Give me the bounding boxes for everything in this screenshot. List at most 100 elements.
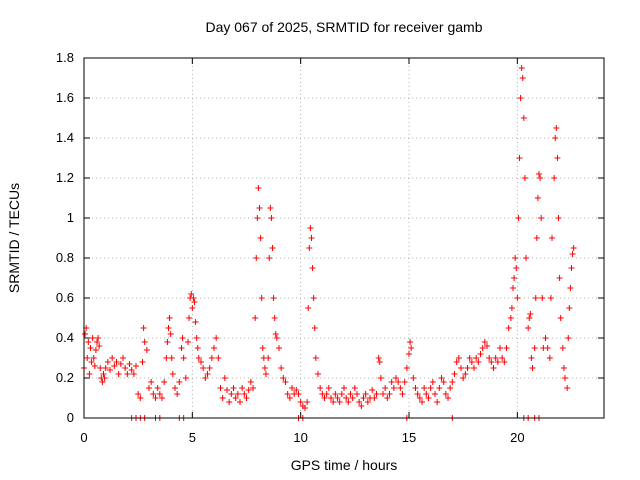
data-point (135, 391, 142, 397)
x-tick-label: 5 (189, 430, 196, 445)
data-point (512, 255, 519, 261)
data-point (164, 339, 171, 345)
data-point (471, 365, 477, 371)
data-point (497, 345, 503, 351)
data-point (97, 365, 104, 371)
y-axis-label: SRMTID / TECUs (6, 183, 22, 293)
data-point (99, 379, 106, 385)
data-point (267, 205, 274, 211)
data-point (268, 215, 275, 221)
data-point (537, 175, 544, 181)
data-point (486, 355, 493, 361)
data-point (553, 125, 560, 131)
data-point (84, 355, 91, 361)
data-point (154, 385, 161, 391)
y-tick-labels: 0 0.2 0.4 0.6 0.8 1 1.2 1.4 1.6 1.8 (56, 50, 74, 425)
data-point (371, 395, 378, 401)
data-point (568, 265, 575, 271)
data-point (200, 365, 207, 371)
data-point (566, 305, 573, 311)
data-point (325, 385, 332, 391)
data-point (130, 371, 137, 377)
data-point (557, 315, 564, 321)
data-point (102, 365, 109, 371)
data-point (481, 339, 488, 345)
data-point (408, 345, 415, 351)
data-point (407, 339, 414, 345)
data-point (546, 355, 553, 361)
data-point (538, 215, 545, 221)
data-point (289, 385, 295, 391)
data-point (176, 379, 183, 385)
data-point (544, 345, 551, 351)
data-point (305, 305, 312, 311)
y-tick-label: 0.8 (56, 250, 74, 265)
x-tick-label: 20 (510, 430, 524, 445)
data-point (555, 215, 562, 221)
data-point (245, 387, 252, 393)
data-point (95, 335, 102, 341)
data-point (403, 365, 410, 371)
data-point (442, 391, 449, 397)
data-point (189, 305, 196, 311)
data-point (159, 395, 165, 401)
data-point (458, 365, 464, 371)
data-point (270, 295, 277, 301)
data-point (551, 175, 558, 181)
data-point (336, 399, 343, 405)
data-point (124, 371, 131, 377)
data-point (421, 385, 428, 391)
data-point (166, 315, 173, 321)
data-point (518, 65, 525, 71)
data-point (508, 305, 515, 311)
data-point (146, 385, 152, 391)
data-point (531, 345, 538, 351)
data-point (349, 395, 356, 401)
data-point (477, 351, 484, 357)
data-point (100, 371, 107, 377)
data-point (278, 365, 285, 371)
data-point (542, 335, 549, 341)
y-tick-label: 0.4 (56, 330, 74, 345)
data-point (128, 367, 135, 373)
data-point (499, 355, 506, 361)
data-point (202, 375, 209, 381)
data-point (347, 391, 354, 397)
data-point (309, 265, 316, 271)
data-point (190, 295, 197, 301)
data-point (139, 359, 146, 365)
data-point (263, 371, 269, 377)
data-point (230, 385, 237, 391)
data-point (416, 395, 423, 401)
data-point (150, 391, 157, 397)
grid (84, 58, 604, 418)
data-point (466, 355, 473, 361)
data-point (473, 355, 480, 361)
data-point (564, 385, 571, 391)
data-point (330, 399, 337, 405)
data-point (237, 399, 243, 405)
data-point (269, 245, 276, 251)
data-point (434, 399, 441, 405)
plot-frame (83, 57, 605, 419)
data-point (565, 335, 572, 341)
data-point (252, 315, 259, 321)
data-point (104, 359, 111, 365)
chart-title: Day 067 of 2025, SRMTID for receiver gam… (205, 19, 482, 35)
data-point (92, 347, 99, 353)
data-point (332, 391, 339, 397)
data-point (549, 235, 555, 241)
data-point (259, 345, 266, 351)
data-point (194, 345, 201, 351)
data-point (397, 385, 404, 391)
data-point (257, 235, 264, 241)
data-point (438, 375, 445, 381)
data-point (507, 315, 514, 321)
y-tick-label: 1.8 (56, 50, 74, 65)
data-point (250, 385, 256, 391)
data-point (453, 359, 460, 365)
data-point (141, 339, 148, 345)
data-point (115, 371, 122, 377)
data-point (165, 325, 172, 331)
data-point (351, 385, 358, 391)
